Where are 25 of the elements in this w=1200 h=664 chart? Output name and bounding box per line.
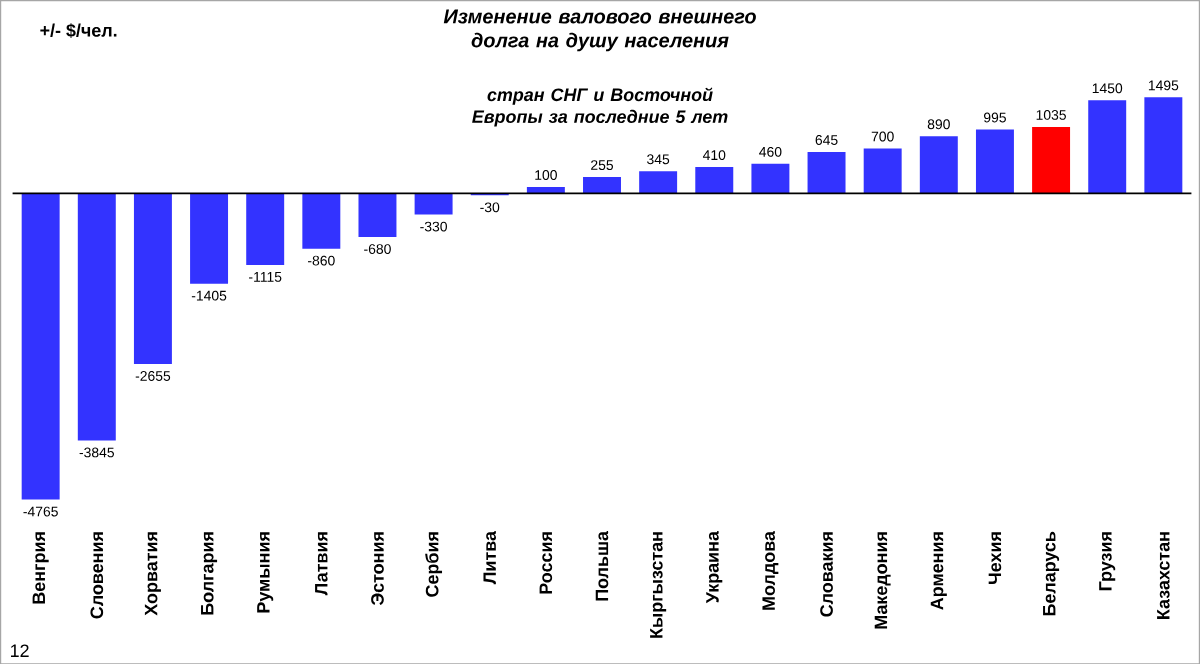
x-tick-label: Сербия xyxy=(425,532,443,597)
x-tick-label: Словения xyxy=(90,532,104,619)
chart-subtitle: стран СНГ и Восточной Европы за последние 5 лет xyxy=(472,87,728,127)
x-tick-label: Румыния xyxy=(257,532,274,613)
x-tick-label: Россия xyxy=(539,532,553,594)
x-tick-label: Армения xyxy=(930,532,947,610)
x-tick-label: Казахстан xyxy=(1157,532,1170,619)
x-tick-label: Грузия xyxy=(1099,532,1116,590)
x-tick-label: Венгрия xyxy=(32,532,49,604)
x-tick-label: Словакия xyxy=(820,532,833,617)
text: 12 xyxy=(11,644,29,657)
x-tick-label: Беларусь xyxy=(1043,531,1060,616)
x-tick-label: Чехия xyxy=(988,532,1002,584)
x-tick-label: Кыргызстан xyxy=(650,532,667,638)
x-tick-label: Польша xyxy=(595,530,609,601)
y-axis-title: +/- $/чел. xyxy=(40,23,117,38)
x-tick-label: Эстония xyxy=(371,532,384,605)
x-tick-label: Молдова xyxy=(762,530,779,610)
x-tick-label: Македония xyxy=(874,532,891,629)
x-tick-label: Болгария xyxy=(201,532,218,615)
x-tick-label: Латвия xyxy=(315,532,328,596)
x-tick-label: Литва xyxy=(483,530,496,584)
x-tick-label: Хорватия xyxy=(144,532,161,616)
chart-title: Изменение валового внешнего долга на душу населения xyxy=(443,9,756,52)
x-tick-label: Украина xyxy=(706,530,723,603)
